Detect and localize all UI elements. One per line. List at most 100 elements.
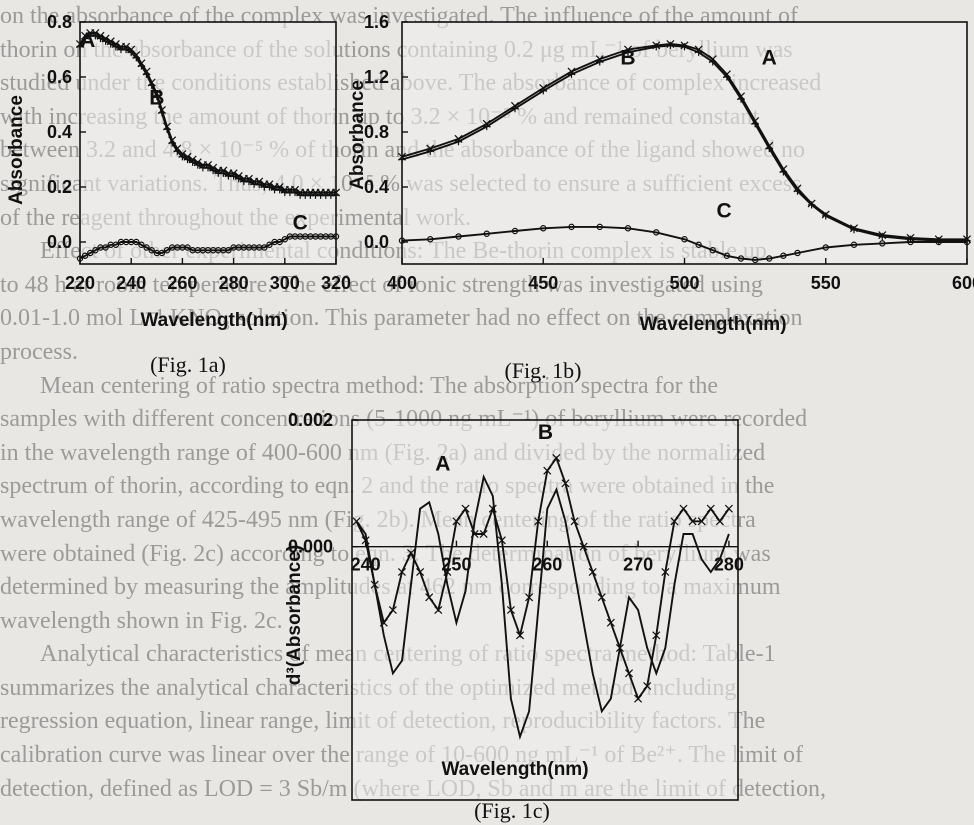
- data-point: [407, 548, 416, 558]
- figure-1a-chart: 220 240 260 280 300 320 0.0 0.2 0.4 0.6 0.8 A B C Wave…: [0, 0, 351, 400]
- data-point: [189, 158, 197, 166]
- data-point: [91, 32, 99, 40]
- series-label: B: [149, 87, 164, 110]
- y-tick-label: 0.6: [47, 67, 72, 87]
- data-point: [398, 237, 406, 244]
- plot-frame: [351, 419, 739, 801]
- y-tick-label: 0.8: [364, 122, 389, 142]
- figure-1c-svg: 240 250 260 270 2800.0020.000ABWavelength(nm…: [284, 410, 744, 823]
- data-point: [808, 201, 816, 209]
- data-point: [102, 37, 110, 45]
- data-point: [261, 244, 268, 251]
- data-point: [515, 631, 525, 640]
- y-tick-label: 0.0: [47, 232, 72, 252]
- data-point: [461, 504, 470, 513]
- series-c: [76, 233, 340, 262]
- data-point: [479, 529, 488, 539]
- y-tick-label: 0.4: [47, 122, 72, 142]
- data-point: [907, 238, 914, 246]
- data-point: [397, 567, 406, 577]
- data-point: [879, 240, 886, 247]
- data-point: [624, 48, 632, 56]
- data-point: [370, 580, 379, 589]
- x-axis-label: Wavelength(nm): [639, 314, 786, 335]
- series-b: [76, 32, 340, 199]
- data-point: [291, 188, 299, 197]
- data-point: [184, 244, 191, 251]
- data-point: [511, 227, 519, 235]
- data-point: [183, 155, 192, 164]
- x-tick-label: 600: [952, 273, 974, 293]
- x-tick-label: 260: [167, 273, 197, 293]
- data-point: [352, 517, 361, 526]
- figure-1b-svg: 400 450 500 550 600 0.0 0.4 0.8 1.2 1.6 B A C Wavelen…: [347, 12, 974, 383]
- data-point: [204, 164, 212, 172]
- x-tick-label: 450: [528, 273, 558, 293]
- data-point: [552, 453, 561, 463]
- data-point: [793, 187, 802, 195]
- data-point: [715, 517, 724, 526]
- data-point: [132, 54, 140, 62]
- data-point: [506, 605, 515, 615]
- data-point: [751, 256, 759, 264]
- data-point: [624, 669, 634, 678]
- figure-1c-chart: 240 250 260 270 280 0.002 0.000 A B Wavelength(nm…: [280, 405, 760, 825]
- data-point: [737, 255, 745, 262]
- x-tick-label: 260: [532, 555, 562, 575]
- data-point: [850, 241, 858, 248]
- data-point: [452, 517, 461, 526]
- data-point: [426, 147, 434, 155]
- data-point: [81, 252, 89, 259]
- data-point: [416, 567, 425, 577]
- x-tick-label: 240: [351, 555, 381, 575]
- x-axis-label: Wavelength(nm): [441, 759, 588, 780]
- data-point: [483, 122, 491, 131]
- data-point: [779, 168, 787, 176]
- data-point: [122, 45, 130, 54]
- data-point: [230, 172, 238, 180]
- data-point: [276, 186, 284, 194]
- data-point: [127, 48, 135, 56]
- data-point: [596, 223, 603, 231]
- data-point: [470, 529, 479, 539]
- data-point: [209, 166, 217, 175]
- data-point: [567, 70, 576, 78]
- data-point: [425, 593, 434, 602]
- data-point: [540, 225, 547, 232]
- data-point: [81, 34, 89, 43]
- data-point: [652, 43, 660, 51]
- data-point: [112, 241, 120, 248]
- data-point: [652, 631, 661, 640]
- figure-caption: (Fig. 1a): [150, 352, 226, 377]
- series-line-c: [401, 225, 967, 261]
- y-axis-label: Absorbance: [6, 95, 27, 205]
- x-tick-label: 320: [321, 273, 351, 293]
- data-point: [388, 605, 397, 615]
- data-point: [680, 43, 689, 51]
- data-point: [709, 58, 717, 66]
- data-point: [163, 125, 171, 133]
- data-point: [255, 180, 263, 188]
- y-tick-label: 0.000: [288, 537, 333, 557]
- data-point: [666, 41, 674, 49]
- x-tick-label: 270: [623, 555, 653, 575]
- x-tick-label: 400: [387, 273, 417, 293]
- data-point: [706, 504, 715, 513]
- x-tick-label: 550: [811, 273, 841, 293]
- x-tick-label: 280: [219, 273, 249, 293]
- y-tick-label: 0.4: [364, 177, 389, 197]
- series-line-c: [79, 235, 336, 260]
- data-point: [511, 105, 519, 113]
- y-axis-label: d³(Absorbance): [284, 545, 305, 685]
- data-point: [153, 92, 161, 100]
- x-axis-label: Wavelength(nm): [140, 310, 287, 331]
- data-point: [525, 593, 534, 602]
- data-point: [173, 147, 181, 155]
- data-point: [219, 169, 227, 177]
- series-label: C: [716, 199, 731, 222]
- data-point: [235, 175, 243, 183]
- figure-caption: (Fig. 1c): [474, 798, 550, 823]
- data-point: [168, 139, 176, 147]
- y-tick-label: 0.0: [364, 232, 389, 252]
- data-point: [963, 238, 971, 246]
